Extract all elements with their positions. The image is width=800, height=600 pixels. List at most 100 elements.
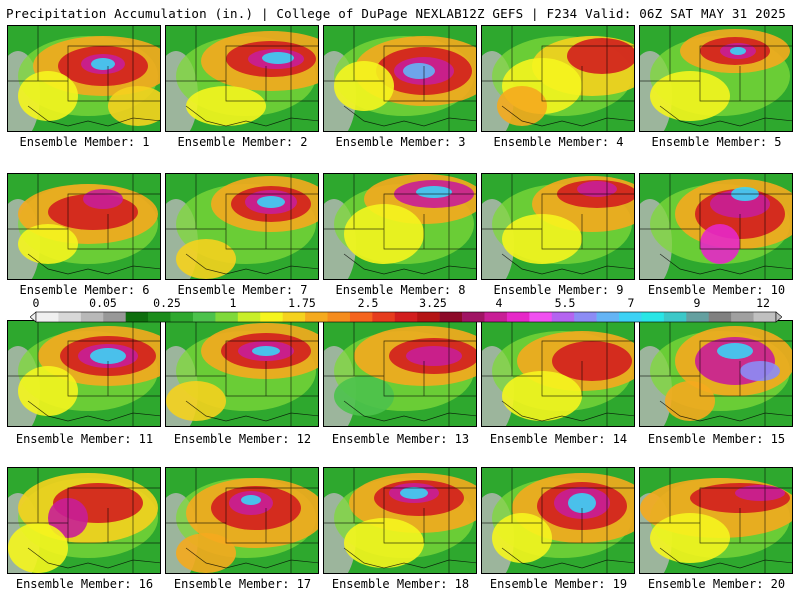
precip-field [8,174,160,279]
ensemble-member-map-2 [165,25,319,132]
ensemble-member-label: Ensemble Member: 13 [331,432,470,446]
colorbar-tick-label: 9 [693,296,701,310]
colorbar-tick-label: 0 [32,296,40,310]
colorbar-tick-label: 7 [627,296,635,310]
ensemble-member-label: Ensemble Member: 16 [15,577,154,591]
colorbar-tick-label: 2.5 [357,296,379,310]
ensemble-member-map-19 [481,467,635,574]
colorbar-segment [58,312,82,322]
colorbar-segment [551,312,575,322]
colorbar-segment [170,312,194,322]
colorbar-segment [753,312,777,322]
colorbar-segment [529,312,553,322]
ensemble-member-map-15 [639,320,793,427]
ensemble-member-map-14 [481,320,635,427]
colorbar-segment [462,312,485,322]
precip-field [640,321,792,426]
colorbar-segment [372,312,396,322]
colorbar-segment [103,312,126,322]
ensemble-member-map-4 [481,25,635,132]
ensemble-member-map-3 [323,25,477,132]
precip-field [482,321,634,426]
map-title: Precipitation Accumulation (in.) | Colle… [6,6,462,21]
ensemble-member-label: Ensemble Member: 7 [177,283,308,297]
colorbar-segment [260,312,283,322]
ensemble-member-label: Ensemble Member: 8 [335,283,466,297]
colorbar-segment [574,312,597,322]
colorbar-segment [641,312,665,322]
colorbar-segment [237,312,261,322]
colorbar-tick-label: 3.25 [419,296,447,310]
precip-field [324,174,476,279]
colorbar-tick-label: 0.05 [89,296,117,310]
ensemble-member-map-9 [481,173,635,280]
colorbar-tick-label: 12 [756,296,770,310]
colorbar-tick-label: 4 [495,296,503,310]
colorbar-max-arrow [775,311,782,323]
ensemble-member-label: Ensemble Member: 5 [651,135,782,149]
colorbar-segment [731,312,754,322]
precip-field [640,26,792,131]
colorbar-segment [394,312,418,322]
colorbar-segment [484,312,508,322]
colorbar-segment [686,312,710,322]
precip-field [8,468,160,573]
precip-field [324,321,476,426]
colorbar-tick-label: 1 [229,296,237,310]
colorbar-segment [80,312,104,322]
colorbar-segment [417,312,440,322]
ensemble-member-label: Ensemble Member: 1 [19,135,150,149]
precip-field [482,26,634,131]
ensemble-member-label: Ensemble Member: 18 [331,577,470,591]
ensemble-member-label: Ensemble Member: 15 [647,432,786,446]
colorbar-segment [36,312,59,322]
ensemble-member-map-11 [7,320,161,427]
colorbar-segment [305,312,328,322]
precip-colorbar [30,311,782,323]
precip-field [166,174,318,279]
ensemble-member-label: Ensemble Member: 12 [173,432,312,446]
ensemble-member-map-10 [639,173,793,280]
ensemble-member-label: Ensemble Member: 4 [493,135,624,149]
precip-field [166,321,318,426]
precip-field [640,468,792,573]
ensemble-member-map-7 [165,173,319,280]
colorbar-segment [439,312,463,322]
colorbar-segment [708,312,732,322]
colorbar-tick-label: 5.5 [554,296,576,310]
colorbar-segment [192,312,216,322]
ensemble-member-label: Ensemble Member: 14 [489,432,628,446]
ensemble-member-map-18 [323,467,477,574]
ensemble-member-map-12 [165,320,319,427]
colorbar-segment [282,312,306,322]
colorbar-segment [596,312,620,322]
ensemble-member-label: Ensemble Member: 11 [15,432,154,446]
ensemble-member-label: Ensemble Member: 2 [177,135,308,149]
precip-field [166,468,318,573]
colorbar-segment [349,312,373,322]
model-valid-time: 12Z GEFS | F234 Valid: 06Z SAT MAY 31 20… [461,6,786,21]
colorbar-segment [619,312,642,322]
ensemble-member-label: Ensemble Member: 17 [173,577,312,591]
precip-field [8,321,160,426]
precip-field [324,26,476,131]
precip-field [482,174,634,279]
ensemble-member-label: Ensemble Member: 20 [647,577,786,591]
ensemble-member-map-1 [7,25,161,132]
precip-field [8,26,160,131]
colorbar-tick-label: 0.25 [153,296,181,310]
precip-field [640,174,792,279]
colorbar-segment [327,312,351,322]
ensemble-member-map-20 [639,467,793,574]
colorbar-tick-label: 1.75 [288,296,316,310]
ensemble-member-map-13 [323,320,477,427]
precip-field [482,468,634,573]
ensemble-member-map-17 [165,467,319,574]
ensemble-member-label: Ensemble Member: 10 [647,283,786,297]
ensemble-member-map-6 [7,173,161,280]
colorbar-min-arrow [30,311,37,323]
colorbar-segment [148,312,171,322]
ensemble-member-label: Ensemble Member: 9 [493,283,624,297]
ensemble-member-map-5 [639,25,793,132]
colorbar-segment [125,312,149,322]
